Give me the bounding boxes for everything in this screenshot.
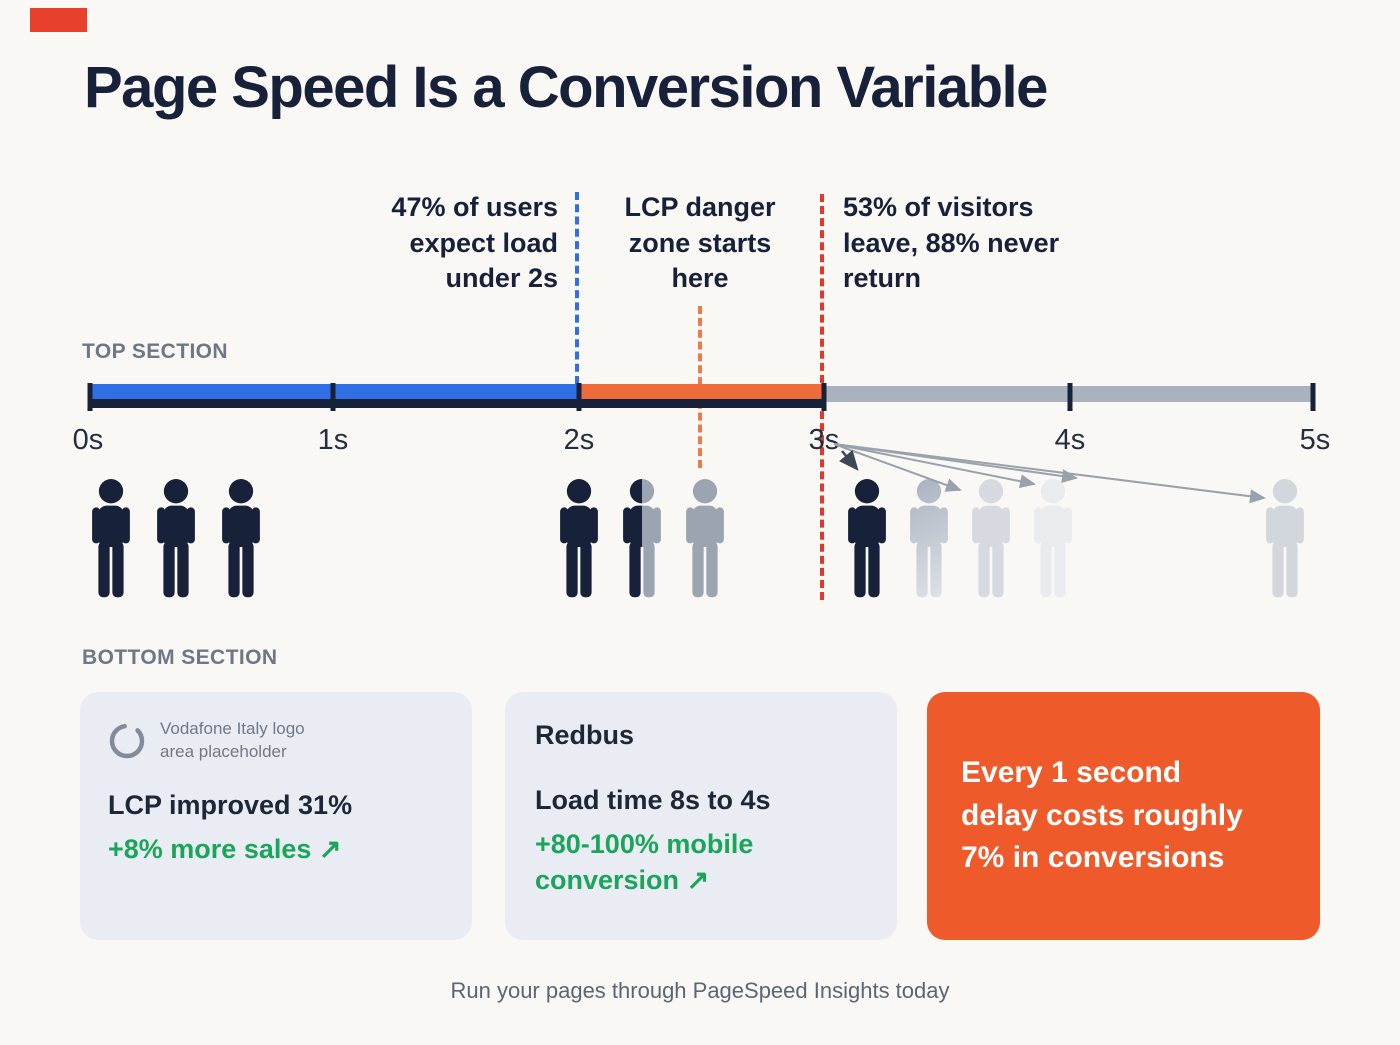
person-icon-half-faded (615, 478, 669, 598)
timeline-tick (1067, 383, 1073, 411)
tick-label: 2s (563, 424, 595, 456)
card-headline: LCP improved 31% (108, 789, 353, 820)
timeline-tick (87, 383, 93, 411)
tick-label: 1s (317, 424, 349, 456)
brand-mark (30, 8, 87, 32)
timeline-tick (330, 383, 336, 411)
card-headline: Load time 8s to 4s (535, 785, 771, 815)
trend-up-icon: ↗ (318, 833, 342, 864)
timeline-tick (1310, 383, 1316, 411)
annotation-line: here (671, 263, 729, 294)
annotation-line: 53% of visitors (843, 192, 1034, 222)
annotation-line: 47% of users (391, 192, 558, 222)
card-highlight: +8% more sales ↗ (108, 831, 444, 867)
threshold-line-2s (575, 192, 579, 384)
annotation-line: leave, 88% never (843, 227, 1060, 258)
logo-caption-line: Vodafone Italy logo (160, 719, 305, 738)
annotation-visitors-leave: 53% of visitors leave, 88% never return (843, 190, 1113, 297)
page-title: Page Speed Is a Conversion Variable (84, 55, 1048, 120)
annotation-expect-load: 47% of users expect load under 2s (336, 190, 558, 297)
card-highlight: +80-100% mobile conversion ↗ (535, 826, 867, 899)
drop-off-arrows (833, 443, 1266, 504)
tick-label: 4s (1054, 424, 1086, 456)
vodafone-logo-icon (109, 723, 145, 759)
stat-card-line: delay costs roughly (961, 798, 1243, 832)
tick-label: 0s (72, 424, 104, 456)
person-icon (84, 478, 138, 598)
annotation-line: return (843, 263, 922, 294)
person-icon (149, 478, 203, 598)
stat-card-text: Every 1 second delay costs roughly 7% in… (961, 752, 1243, 880)
top-section-label: TOP SECTION (82, 340, 228, 363)
card-highlight-text: conversion (535, 865, 680, 896)
timeline-tick (576, 383, 582, 411)
annotation-line: zone starts (628, 227, 772, 258)
tick-label: 5s (1299, 424, 1331, 456)
logo-row: Vodafone Italy logo area placeholder (108, 718, 444, 764)
person-icon (214, 478, 268, 598)
tick-label: 3s (808, 424, 840, 456)
case-study-card-redbus: Redbus Load time 8s to 4s +80-100% mobil… (505, 692, 897, 940)
person-icon (552, 478, 606, 598)
card-highlight-text: +8% more sales (108, 833, 312, 864)
annotation-line: expect load (409, 227, 558, 258)
stat-card-delay-cost: Every 1 second delay costs roughly 7% in… (927, 692, 1320, 940)
timeline-bar (87, 383, 1316, 412)
timeline-underline (88, 399, 824, 408)
stat-card-line: Every 1 second (961, 756, 1182, 790)
footer-cta-text: Run your pages through PageSpeed Insight… (450, 978, 950, 1003)
logo-caption-line: area placeholder (160, 741, 287, 761)
case-study-card-vodafone: Vodafone Italy logo area placeholder LCP… (80, 692, 472, 940)
card-title: Redbus (535, 720, 635, 750)
timeline-tick (821, 383, 827, 411)
timeline-segment-danger (579, 384, 824, 399)
bottom-section-label: BOTTOM SECTION (82, 646, 278, 669)
annotation-line: under 2s (445, 263, 558, 294)
logo-caption: Vodafone Italy logo area placeholder (160, 718, 305, 764)
annotation-lcp-danger: LCP danger zone starts here (606, 190, 794, 297)
person-icon-faded (678, 478, 732, 598)
card-highlight-text: +80-100% mobile (535, 829, 754, 859)
annotation-line: LCP danger (624, 192, 776, 222)
stat-card-line: 7% in conversions (961, 841, 1225, 875)
trend-up-icon: ↗ (686, 865, 710, 896)
